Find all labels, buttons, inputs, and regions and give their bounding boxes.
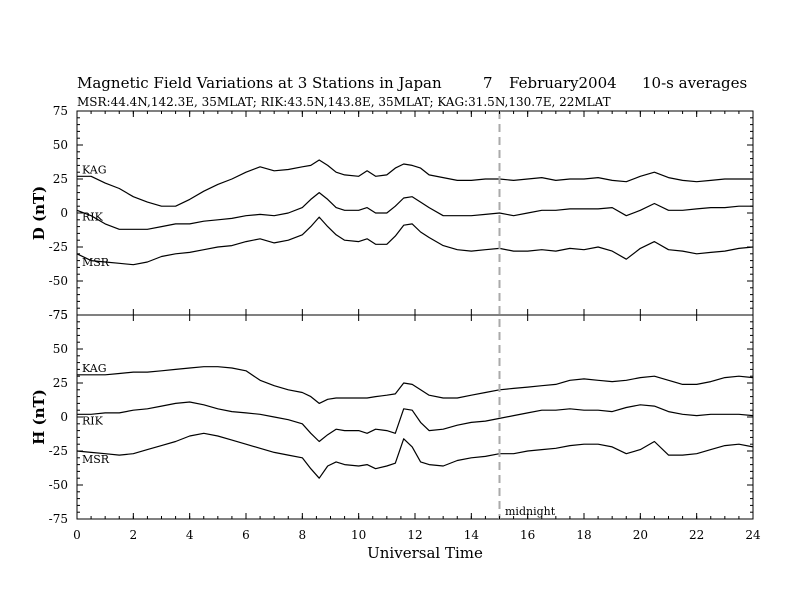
y-tick-label: 50	[53, 138, 68, 152]
x-tick-label: 20	[633, 528, 648, 542]
x-tick-label: 6	[242, 528, 250, 542]
x-tick-label: 12	[407, 528, 422, 542]
y-tick-label: -50	[49, 478, 68, 492]
panel-frame	[76, 110, 754, 316]
y-tick-label: 0	[60, 410, 68, 424]
series-label-kag: KAG	[82, 163, 107, 176]
chart-title-date: February2004	[509, 74, 617, 92]
chart-subtitle: MSR:44.4N,142.3E, 35MLAT; RIK:43.5N,143.…	[77, 95, 611, 109]
chart-title-day: 7	[483, 74, 493, 92]
series-line-msr	[76, 432, 754, 479]
x-axis-title: Universal Time	[367, 544, 483, 562]
chart-title-main: Magnetic Field Variations at 3 Stations …	[77, 74, 442, 92]
x-tick-label: 18	[576, 528, 591, 542]
x-tick-label: 0	[73, 528, 81, 542]
panel-1: 75 50 25 0 -25 -50 -75 H (nT) KAG RIK MSR	[30, 308, 754, 526]
y-tick-label: 25	[53, 376, 68, 390]
panel-frame	[76, 314, 754, 520]
x-tick-label: 4	[186, 528, 194, 542]
chart-panels: 75 50 25 0 -25 -50 -75 D (nT) KAG RIK MSR 75 50 25 0 -2…	[30, 104, 754, 526]
y-axis-title: H (nT)	[30, 389, 48, 445]
y-tick-label: -75	[49, 308, 68, 322]
series-line-kag	[77, 366, 754, 404]
series-label-msr: MSR	[82, 256, 110, 269]
y-tick-label: 25	[53, 172, 68, 186]
y-tick-label: 50	[53, 342, 68, 356]
series-line-kag	[77, 159, 753, 207]
x-tick-label: 10	[351, 528, 366, 542]
chart-title: Magnetic Field Variations at 3 Stations …	[77, 74, 747, 92]
y-tick-label: 75	[53, 308, 68, 322]
y-axis-title: D (nT)	[30, 186, 48, 241]
x-axis: 0 2 4 6 8 10 12 14 16 18 20 22 24	[73, 111, 761, 542]
series-label-rik: RIK	[82, 210, 104, 223]
x-tick-label: 8	[299, 528, 307, 542]
x-tick-label: 22	[689, 528, 704, 542]
y-tick-label: -25	[49, 240, 68, 254]
midnight-annotation: midnight	[505, 505, 556, 518]
y-tick-label: 0	[60, 206, 68, 220]
series-label-msr: MSR	[82, 453, 110, 466]
y-tick-label: -50	[49, 274, 68, 288]
series-label-kag: KAG	[82, 362, 107, 375]
x-tick-label: 2	[130, 528, 138, 542]
y-tick-label: -75	[49, 512, 68, 526]
panel-0: 75 50 25 0 -25 -50 -75 D (nT) KAG RIK MSR	[30, 104, 754, 322]
series-line-rik	[76, 192, 753, 230]
series-label-rik: RIK	[82, 414, 104, 427]
y-tick-label: 75	[53, 104, 68, 118]
y-tick-label: -25	[49, 444, 68, 458]
x-tick-label: 14	[464, 528, 480, 542]
series-line-rik	[77, 401, 754, 443]
x-tick-label: 24	[745, 528, 761, 542]
x-tick-label: 16	[520, 528, 535, 542]
series-line-msr	[76, 216, 754, 266]
chart-title-averaging: 10-s averages	[642, 74, 747, 92]
